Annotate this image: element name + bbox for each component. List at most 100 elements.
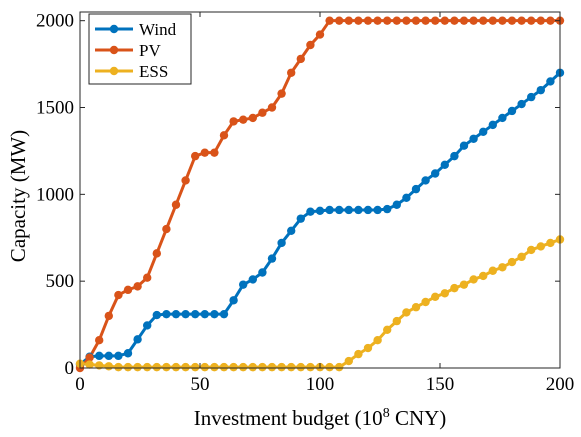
data-point-pv [383, 16, 392, 25]
y-tick-label: 1000 [36, 184, 74, 205]
data-point-wind [315, 206, 325, 216]
data-point-pv [459, 16, 469, 25]
data-point-pv [133, 282, 142, 291]
data-point-wind [143, 321, 152, 330]
data-point-ess [469, 275, 478, 284]
data-point-pv [440, 16, 449, 25]
data-point-pv [527, 16, 536, 25]
data-point-ess [277, 362, 286, 372]
data-point-ess [431, 292, 440, 301]
x-tick-label: 100 [306, 374, 335, 395]
data-point-ess [267, 362, 277, 372]
data-point-ess [171, 362, 181, 372]
data-point-wind [536, 85, 545, 95]
data-point-pv [315, 30, 325, 39]
data-point-pv [335, 16, 344, 25]
data-point-pv [162, 224, 171, 234]
data-point-pv [143, 273, 152, 282]
data-point-wind [171, 309, 181, 319]
data-point-ess [229, 362, 238, 372]
data-point-pv [469, 16, 478, 25]
data-point-ess [200, 362, 209, 372]
data-point-wind [546, 77, 555, 86]
data-point-ess [373, 336, 382, 345]
data-point-pv [85, 353, 94, 362]
data-point-pv [114, 290, 123, 300]
data-point-pv [392, 16, 401, 25]
x-tick-label: 0 [75, 374, 85, 395]
data-point-ess [450, 283, 459, 293]
data-point-ess [517, 252, 526, 262]
data-point-pv [296, 54, 305, 64]
data-point-ess [421, 297, 430, 307]
data-point-ess [479, 271, 488, 281]
data-point-ess [258, 362, 267, 372]
data-point-ess [354, 349, 363, 359]
y-axis-label: Capacity (MW) [6, 130, 30, 262]
data-point-wind [498, 113, 507, 123]
data-point-pv [546, 16, 555, 25]
data-point-pv [325, 16, 334, 25]
legend-label-pv: PV [139, 41, 161, 60]
legend-label-ess: ESS [139, 62, 168, 81]
x-tick-label: 200 [546, 374, 575, 395]
x-axis-label: Investment budget (108 CNY) [194, 406, 447, 430]
data-point-pv [536, 16, 545, 25]
data-point-ess [296, 362, 305, 372]
data-point-pv [152, 249, 161, 258]
data-point-ess [527, 245, 536, 255]
data-point-wind [277, 238, 286, 248]
data-point-wind [402, 193, 411, 203]
data-point-ess [325, 362, 334, 372]
data-point-wind [248, 275, 257, 284]
data-point-wind [133, 335, 142, 344]
legend-marker-ess [109, 66, 119, 76]
data-point-pv [248, 113, 257, 123]
data-point-ess [239, 362, 248, 372]
data-point-ess [248, 362, 257, 372]
data-point-ess [402, 308, 411, 317]
data-point-wind [104, 351, 114, 361]
data-point-ess [191, 362, 200, 372]
data-point-wind [258, 268, 267, 277]
data-point-wind [296, 214, 305, 223]
data-point-wind [219, 309, 229, 319]
data-point-pv [104, 311, 114, 321]
data-point-ess [488, 266, 497, 275]
data-point-pv [191, 151, 200, 161]
data-point-pv [229, 117, 238, 126]
data-point-wind [479, 127, 488, 137]
data-point-wind [363, 205, 373, 215]
data-point-pv [171, 200, 181, 209]
data-point-wind [383, 204, 392, 214]
data-point-wind [392, 200, 401, 209]
data-point-wind [162, 309, 171, 319]
data-point-ess [459, 280, 469, 289]
y-tick-label: 2000 [36, 11, 74, 32]
data-point-wind [267, 254, 277, 263]
data-point-wind [306, 207, 315, 216]
data-point-wind [354, 205, 363, 215]
data-point-pv [363, 16, 373, 25]
data-point-pv [181, 176, 190, 185]
data-point-wind [431, 169, 440, 178]
series-line-wind [79, 71, 562, 366]
data-point-pv [123, 285, 133, 295]
data-point-wind [114, 351, 123, 361]
y-tick-label: 500 [46, 271, 75, 292]
data-point-ess [219, 362, 229, 372]
data-point-pv [411, 16, 421, 25]
data-point-pv [210, 148, 219, 157]
data-point-wind [191, 309, 200, 319]
data-point-wind [517, 99, 526, 109]
data-point-ess [306, 362, 315, 372]
data-point-wind [440, 160, 449, 170]
legend-marker-wind [109, 24, 119, 34]
data-point-pv [421, 16, 430, 25]
data-point-ess [104, 362, 114, 371]
data-point-wind [411, 184, 421, 194]
data-point-ess [181, 362, 190, 372]
data-point-ess [133, 362, 142, 372]
